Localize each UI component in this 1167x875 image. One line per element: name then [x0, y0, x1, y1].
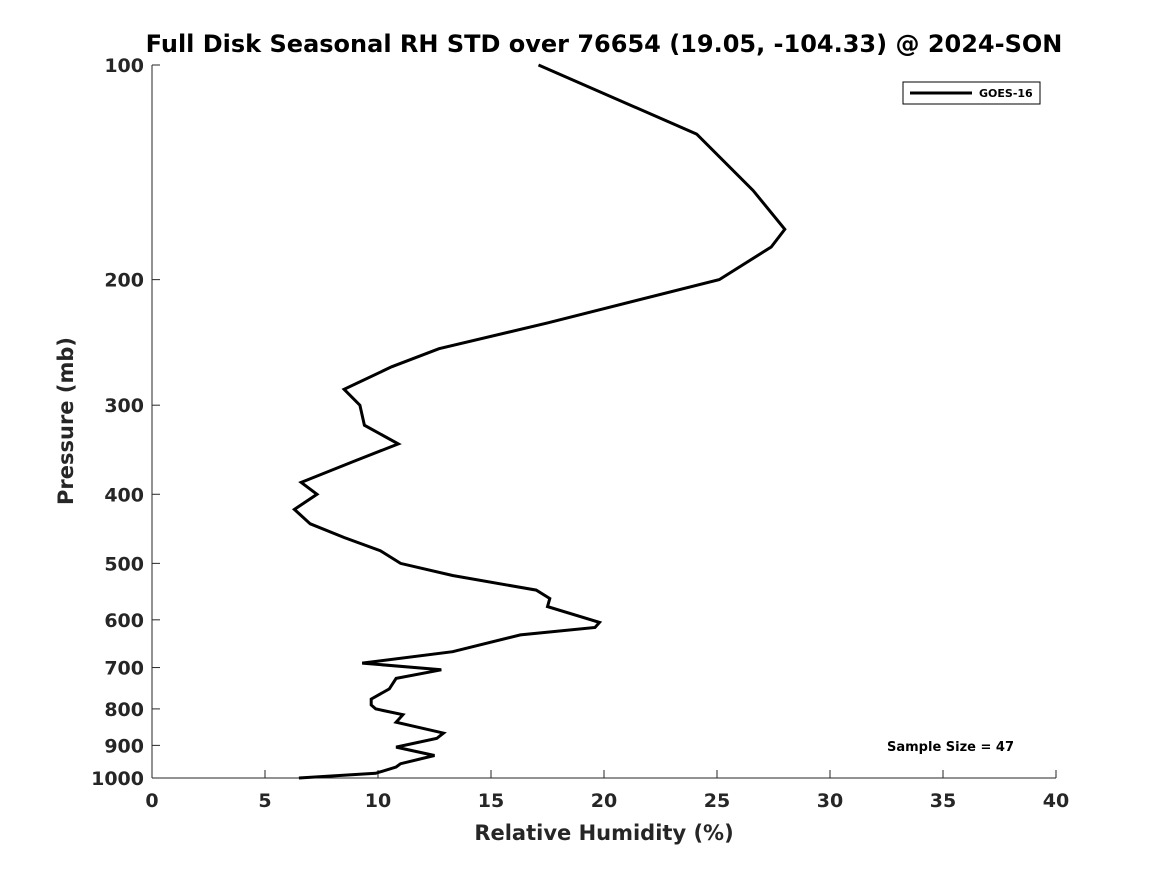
y-tick-label-300: 300	[104, 395, 144, 417]
x-tick-label-15: 15	[478, 790, 504, 812]
x-tick-label-20: 20	[591, 790, 617, 812]
y-axis-label: Pressure (mb)	[54, 337, 78, 505]
y-tick-label-500: 500	[104, 553, 144, 575]
x-tick-label-0: 0	[145, 790, 158, 812]
y-tick-label-200: 200	[104, 270, 144, 292]
x-tick-label-10: 10	[365, 790, 391, 812]
sample-size-annotation: Sample Size = 47	[887, 740, 1014, 755]
y-tick-label-400: 400	[104, 484, 144, 506]
chart-title: Full Disk Seasonal RH STD over 76654 (19…	[146, 30, 1063, 58]
y-tick-label-800: 800	[104, 699, 144, 721]
x-axis-label: Relative Humidity (%)	[474, 821, 733, 845]
x-tick-label-25: 25	[704, 790, 730, 812]
y-tick-label-900: 900	[104, 735, 144, 757]
x-tick-label-30: 30	[817, 790, 843, 812]
y-tick-label-1000: 1000	[91, 768, 144, 790]
y-tick-label-600: 600	[104, 610, 144, 632]
plot-area: 0 5 10 15 20 25 30 35 40 100 200 300 400 500 600 700 800…	[91, 55, 1069, 812]
y-tick-label-700: 700	[104, 658, 144, 680]
legend-label-goes-16: GOES-16	[979, 87, 1033, 100]
series-line-goes-16	[291, 63, 787, 780]
y-tick-label-100: 100	[104, 55, 144, 77]
legend: GOES-16	[902, 81, 1041, 105]
x-tick-label-35: 35	[930, 790, 956, 812]
x-tick-label-40: 40	[1043, 790, 1069, 812]
x-tick-label-5: 5	[258, 790, 271, 812]
